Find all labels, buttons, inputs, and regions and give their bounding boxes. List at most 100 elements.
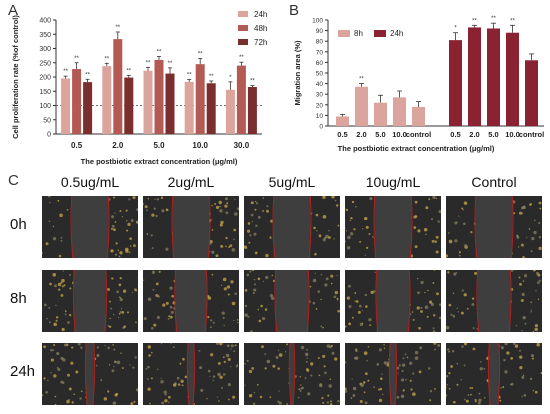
cell-speck	[333, 238, 335, 240]
scratch-edge-left	[171, 196, 175, 258]
legend-label-48h: 48h	[254, 24, 267, 33]
cell-speck	[334, 199, 337, 202]
cell-speck	[176, 376, 180, 380]
cell-speck	[469, 387, 472, 389]
cell-speck	[518, 276, 521, 279]
micrograph-image	[42, 343, 138, 405]
cell-speck	[517, 246, 520, 248]
cell-speck	[436, 292, 439, 296]
cell-speck	[379, 387, 383, 391]
cell-speck	[432, 327, 435, 330]
cell-speck	[502, 386, 505, 389]
scratch-gap	[71, 196, 109, 258]
cell-speck	[128, 251, 131, 254]
cell-speck	[474, 271, 478, 275]
bar-48h-2.0	[113, 39, 123, 134]
cell-speck	[364, 401, 368, 405]
cell-speck	[58, 254, 62, 258]
cell-speck	[322, 238, 326, 242]
y-tick-label: 50	[316, 71, 324, 78]
cell-speck	[534, 390, 538, 394]
cell-speck	[150, 326, 154, 330]
y-tick-label: 250	[39, 60, 51, 67]
cell-speck	[184, 375, 188, 379]
cell-speck	[149, 402, 151, 405]
cell-speck	[533, 230, 537, 235]
cell-speck	[218, 200, 222, 205]
cell-speck	[62, 358, 66, 362]
cell-speck	[215, 205, 220, 210]
cell-speck	[47, 379, 49, 382]
cell-speck	[234, 292, 237, 295]
cell-speck	[219, 205, 221, 208]
cell-speck	[372, 236, 374, 238]
cell-speck	[122, 289, 127, 293]
cell-speck	[219, 223, 223, 227]
cell-speck	[119, 251, 123, 255]
micrograph-image	[345, 343, 441, 405]
row-label: 24h	[10, 363, 36, 380]
cell-speck	[49, 282, 52, 286]
cell-speck	[499, 399, 502, 402]
cell-speck	[404, 353, 407, 356]
significance-mark: **	[472, 18, 477, 24]
cell-speck	[530, 309, 532, 311]
cell-speck	[45, 242, 49, 246]
cell-speck	[222, 373, 226, 376]
cell-speck	[359, 399, 363, 404]
cell-speck	[61, 381, 65, 384]
cell-speck	[168, 315, 171, 318]
cell-speck	[115, 242, 118, 245]
cell-speck	[215, 254, 219, 258]
x-tick-label: 2.0	[356, 130, 366, 139]
cell-speck	[353, 228, 356, 231]
cell-speck	[127, 222, 131, 227]
cell-speck	[417, 291, 420, 295]
cell-speck	[227, 398, 230, 401]
cell-speck	[126, 229, 129, 232]
cell-speck	[143, 317, 147, 321]
cell-speck	[150, 377, 153, 380]
micrograph-tile	[345, 343, 441, 405]
cell-speck	[200, 388, 204, 392]
cell-speck	[217, 361, 221, 365]
cell-speck	[522, 205, 526, 210]
significance-mark: **	[510, 18, 515, 24]
cell-speck	[69, 273, 71, 276]
cell-speck	[366, 360, 368, 362]
scratch-gap	[273, 196, 311, 258]
cell-speck	[235, 365, 239, 368]
bar-48h-10.0	[195, 64, 205, 134]
cell-speck	[270, 296, 275, 301]
significance-mark: **	[209, 74, 214, 80]
cell-speck	[161, 401, 165, 405]
micrograph-tile	[345, 270, 441, 332]
cell-speck	[447, 232, 450, 234]
cell-speck	[416, 306, 420, 310]
cell-speck	[349, 219, 352, 222]
cell-speck	[71, 401, 74, 404]
cell-speck	[366, 246, 369, 249]
cell-speck	[464, 244, 468, 248]
cell-speck	[403, 364, 405, 367]
cell-speck	[381, 373, 383, 375]
cell-speck	[433, 270, 435, 271]
cell-speck	[167, 317, 170, 320]
significance-mark: **	[74, 56, 79, 62]
cell-speck	[423, 227, 428, 232]
cell-speck	[211, 273, 214, 276]
cell-speck	[424, 291, 426, 294]
cell-speck	[96, 353, 100, 358]
cell-speck	[446, 384, 448, 386]
cell-speck	[100, 379, 103, 381]
cell-speck	[320, 325, 323, 328]
cell-speck	[96, 346, 99, 349]
cell-speck	[402, 357, 405, 360]
column-label: 2ug/mL	[167, 174, 215, 190]
y-axis-label: Migration area (%)	[293, 40, 302, 106]
scratch-edge-left	[288, 343, 292, 405]
cell-speck	[529, 377, 533, 381]
cell-speck	[259, 395, 263, 399]
cell-speck	[471, 302, 475, 306]
y-tick-label: 60	[316, 60, 324, 67]
